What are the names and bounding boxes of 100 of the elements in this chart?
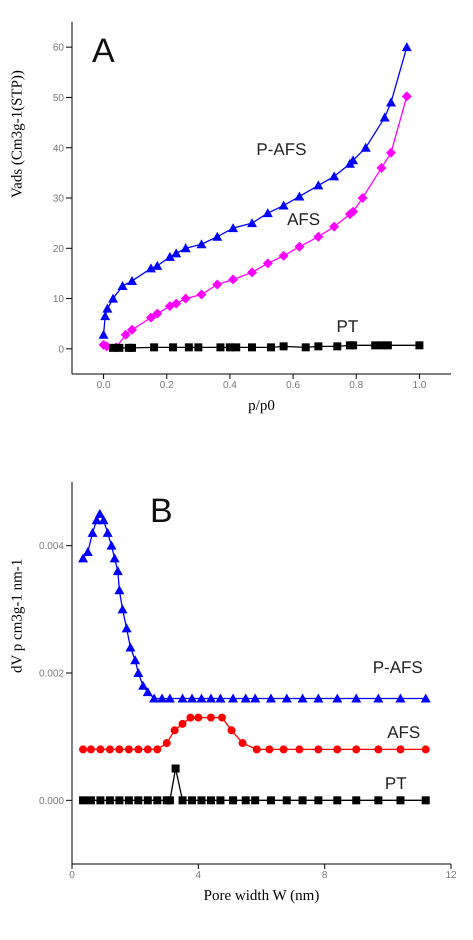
point xyxy=(386,97,396,106)
point xyxy=(294,191,304,200)
point xyxy=(216,796,224,804)
point xyxy=(266,693,276,702)
point xyxy=(212,279,222,290)
point xyxy=(396,745,404,754)
point xyxy=(352,796,360,804)
point xyxy=(332,693,342,702)
series-label: AFS xyxy=(387,723,420,744)
point xyxy=(144,745,152,754)
point xyxy=(146,312,156,323)
point xyxy=(333,745,342,754)
y-tick-label: 30 xyxy=(52,194,64,205)
point xyxy=(248,343,256,352)
point xyxy=(187,693,198,702)
point xyxy=(240,693,251,702)
point xyxy=(280,342,288,350)
point xyxy=(333,342,342,350)
y-tick-label: 0.000 xyxy=(38,796,64,807)
point xyxy=(115,745,124,754)
point xyxy=(110,553,120,562)
point xyxy=(171,248,182,258)
y-tick-label: 20 xyxy=(52,244,64,255)
y-axis-title: Vads (Cm3g-1(STP)) xyxy=(10,70,26,198)
x-tick-label: 0.6 xyxy=(286,380,300,392)
point xyxy=(134,745,142,754)
point xyxy=(86,796,95,804)
point xyxy=(142,687,153,696)
point xyxy=(265,745,274,754)
point xyxy=(96,796,104,804)
point xyxy=(102,304,112,313)
point xyxy=(114,585,124,594)
x-tick-label: 1.0 xyxy=(412,380,427,392)
point xyxy=(373,693,384,702)
point xyxy=(164,301,175,312)
point xyxy=(374,796,382,804)
point xyxy=(386,148,396,158)
x-tick-label: 0.2 xyxy=(160,380,174,392)
point xyxy=(124,796,133,804)
point xyxy=(178,796,187,804)
point xyxy=(314,796,322,804)
x-tick-label: 0.4 xyxy=(222,380,238,392)
x-tick-label: 0.0 xyxy=(96,380,111,392)
point xyxy=(278,200,289,210)
point xyxy=(122,623,132,632)
point xyxy=(262,208,273,218)
point xyxy=(125,642,136,652)
point xyxy=(228,693,238,702)
point xyxy=(106,796,114,804)
point xyxy=(118,604,128,614)
point xyxy=(358,193,368,203)
point xyxy=(313,693,324,702)
point xyxy=(171,298,182,309)
point xyxy=(374,745,382,754)
point xyxy=(298,796,307,804)
point xyxy=(115,796,124,804)
point xyxy=(79,796,88,804)
point xyxy=(118,281,128,290)
point xyxy=(329,171,340,180)
point xyxy=(146,263,156,272)
point xyxy=(380,112,390,122)
point xyxy=(228,223,238,232)
point xyxy=(206,693,216,702)
point xyxy=(333,796,342,804)
point xyxy=(162,739,171,748)
y-tick-label: 50 xyxy=(52,92,64,104)
point xyxy=(206,796,215,804)
point xyxy=(351,693,362,702)
point xyxy=(349,341,358,350)
point xyxy=(86,745,95,754)
y-tick-label: 40 xyxy=(52,143,64,154)
point xyxy=(415,341,424,350)
point xyxy=(313,180,324,190)
y-axis-title: dV p cm3g-1 nm-1 xyxy=(10,558,26,673)
point xyxy=(314,745,322,754)
point xyxy=(196,290,206,300)
point xyxy=(280,745,288,754)
point xyxy=(82,547,93,556)
series-label: PT xyxy=(384,774,407,794)
point xyxy=(106,745,114,754)
point xyxy=(169,343,178,352)
point xyxy=(197,796,206,804)
annotation: A xyxy=(92,32,115,71)
x-tick-label: 0 xyxy=(69,870,76,882)
series-label: PT xyxy=(336,317,358,338)
point xyxy=(242,796,250,804)
point xyxy=(138,680,148,690)
point xyxy=(127,276,138,285)
point xyxy=(164,252,175,261)
point xyxy=(78,553,88,562)
point xyxy=(206,714,215,722)
point xyxy=(302,343,310,352)
point xyxy=(150,343,158,352)
point xyxy=(166,796,174,804)
point xyxy=(313,232,324,242)
point xyxy=(100,311,110,320)
point xyxy=(170,726,179,734)
point xyxy=(194,343,202,352)
point xyxy=(96,745,104,754)
point xyxy=(196,239,206,248)
